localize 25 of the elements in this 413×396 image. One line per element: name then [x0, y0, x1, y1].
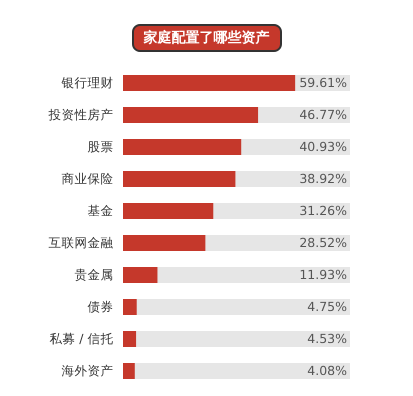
y-tick-label: 银行理财 [60, 75, 114, 90]
y-tick-label: 投资性房产 [48, 107, 114, 122]
data-label: 4.08% [307, 363, 348, 378]
data-label: 4.53% [307, 331, 348, 346]
data-label: 46.77% [299, 107, 348, 122]
y-tick-label: 商业保险 [62, 171, 114, 186]
y-tick-label: 债券 [88, 299, 114, 314]
bar [123, 331, 136, 347]
data-label: 38.92% [299, 171, 348, 186]
y-tick-label: 股票 [88, 139, 114, 154]
data-label: 4.75% [307, 299, 348, 314]
bar [123, 267, 158, 283]
data-label: 59.61% [299, 75, 348, 90]
data-label: 28.52% [299, 235, 348, 250]
bar [123, 299, 137, 315]
y-tick-label: 私募 / 信托 [49, 331, 114, 346]
y-tick-label: 互联网金融 [48, 235, 114, 250]
data-label: 31.26% [299, 203, 348, 218]
data-label: 11.93% [299, 267, 348, 282]
bar [123, 363, 135, 379]
y-tick-label: 贵金属 [74, 267, 114, 282]
y-tick-label: 基金 [88, 203, 114, 218]
data-label: 40.93% [299, 139, 348, 154]
chart-title: 家庭配置了哪些资产 [132, 24, 282, 52]
y-tick-label: 海外资产 [62, 363, 114, 378]
